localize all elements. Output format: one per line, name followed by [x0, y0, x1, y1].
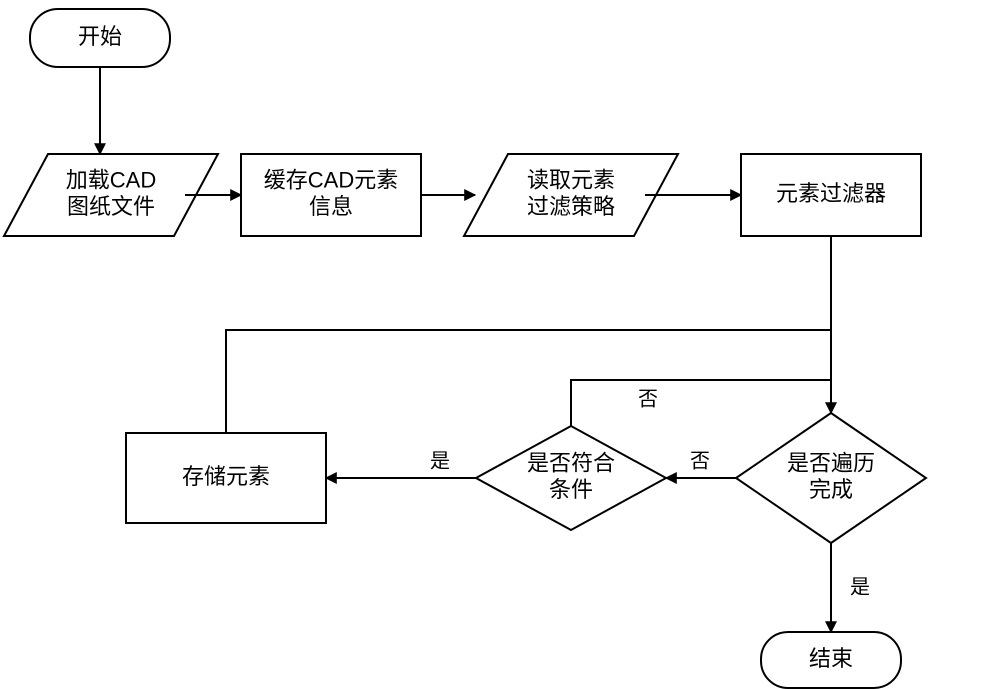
node-iter-line-1: 完成 [809, 477, 853, 502]
node-cond-line-0: 是否符合 [527, 451, 615, 476]
node-iter: 是否遍历完成 [736, 413, 926, 543]
node-load-line-0: 加载CAD [66, 168, 156, 193]
node-read-line-0: 读取元素 [527, 168, 615, 193]
node-cache-line-0: 缓存CAD元素 [264, 168, 398, 193]
node-start-label: 开始 [78, 24, 122, 49]
edge-label-iter-cond: 否 [690, 450, 710, 472]
node-end-label: 结束 [809, 646, 853, 671]
node-iter-line-0: 是否遍历 [787, 451, 875, 476]
node-cond-line-1: 条件 [549, 477, 593, 502]
node-store: 存储元素 [126, 433, 326, 523]
node-end: 结束 [761, 632, 901, 688]
node-read-line-1: 过滤策略 [527, 194, 615, 219]
edge-label-iter-end: 是 [850, 576, 870, 598]
node-cache-line-1: 信息 [309, 194, 353, 219]
edges: 否是否是 [100, 67, 870, 632]
node-start: 开始 [30, 9, 170, 67]
node-store-line-0: 存储元素 [182, 464, 270, 489]
node-cond: 是否符合条件 [476, 426, 666, 530]
edge-label-cond-filter: 否 [638, 388, 658, 410]
node-cache: 缓存CAD元素信息 [241, 154, 421, 236]
node-filter: 元素过滤器 [741, 154, 921, 236]
node-load-line-1: 图纸文件 [67, 194, 155, 219]
nodes: 开始加载CAD图纸文件 缓存CAD元素信息 读取元素过滤策略 元素过滤器存储元素 是否符… [4, 9, 926, 688]
edge-label-cond-store: 是 [430, 450, 450, 472]
node-filter-line-0: 元素过滤器 [776, 181, 886, 206]
edge-store-filter [226, 236, 831, 433]
